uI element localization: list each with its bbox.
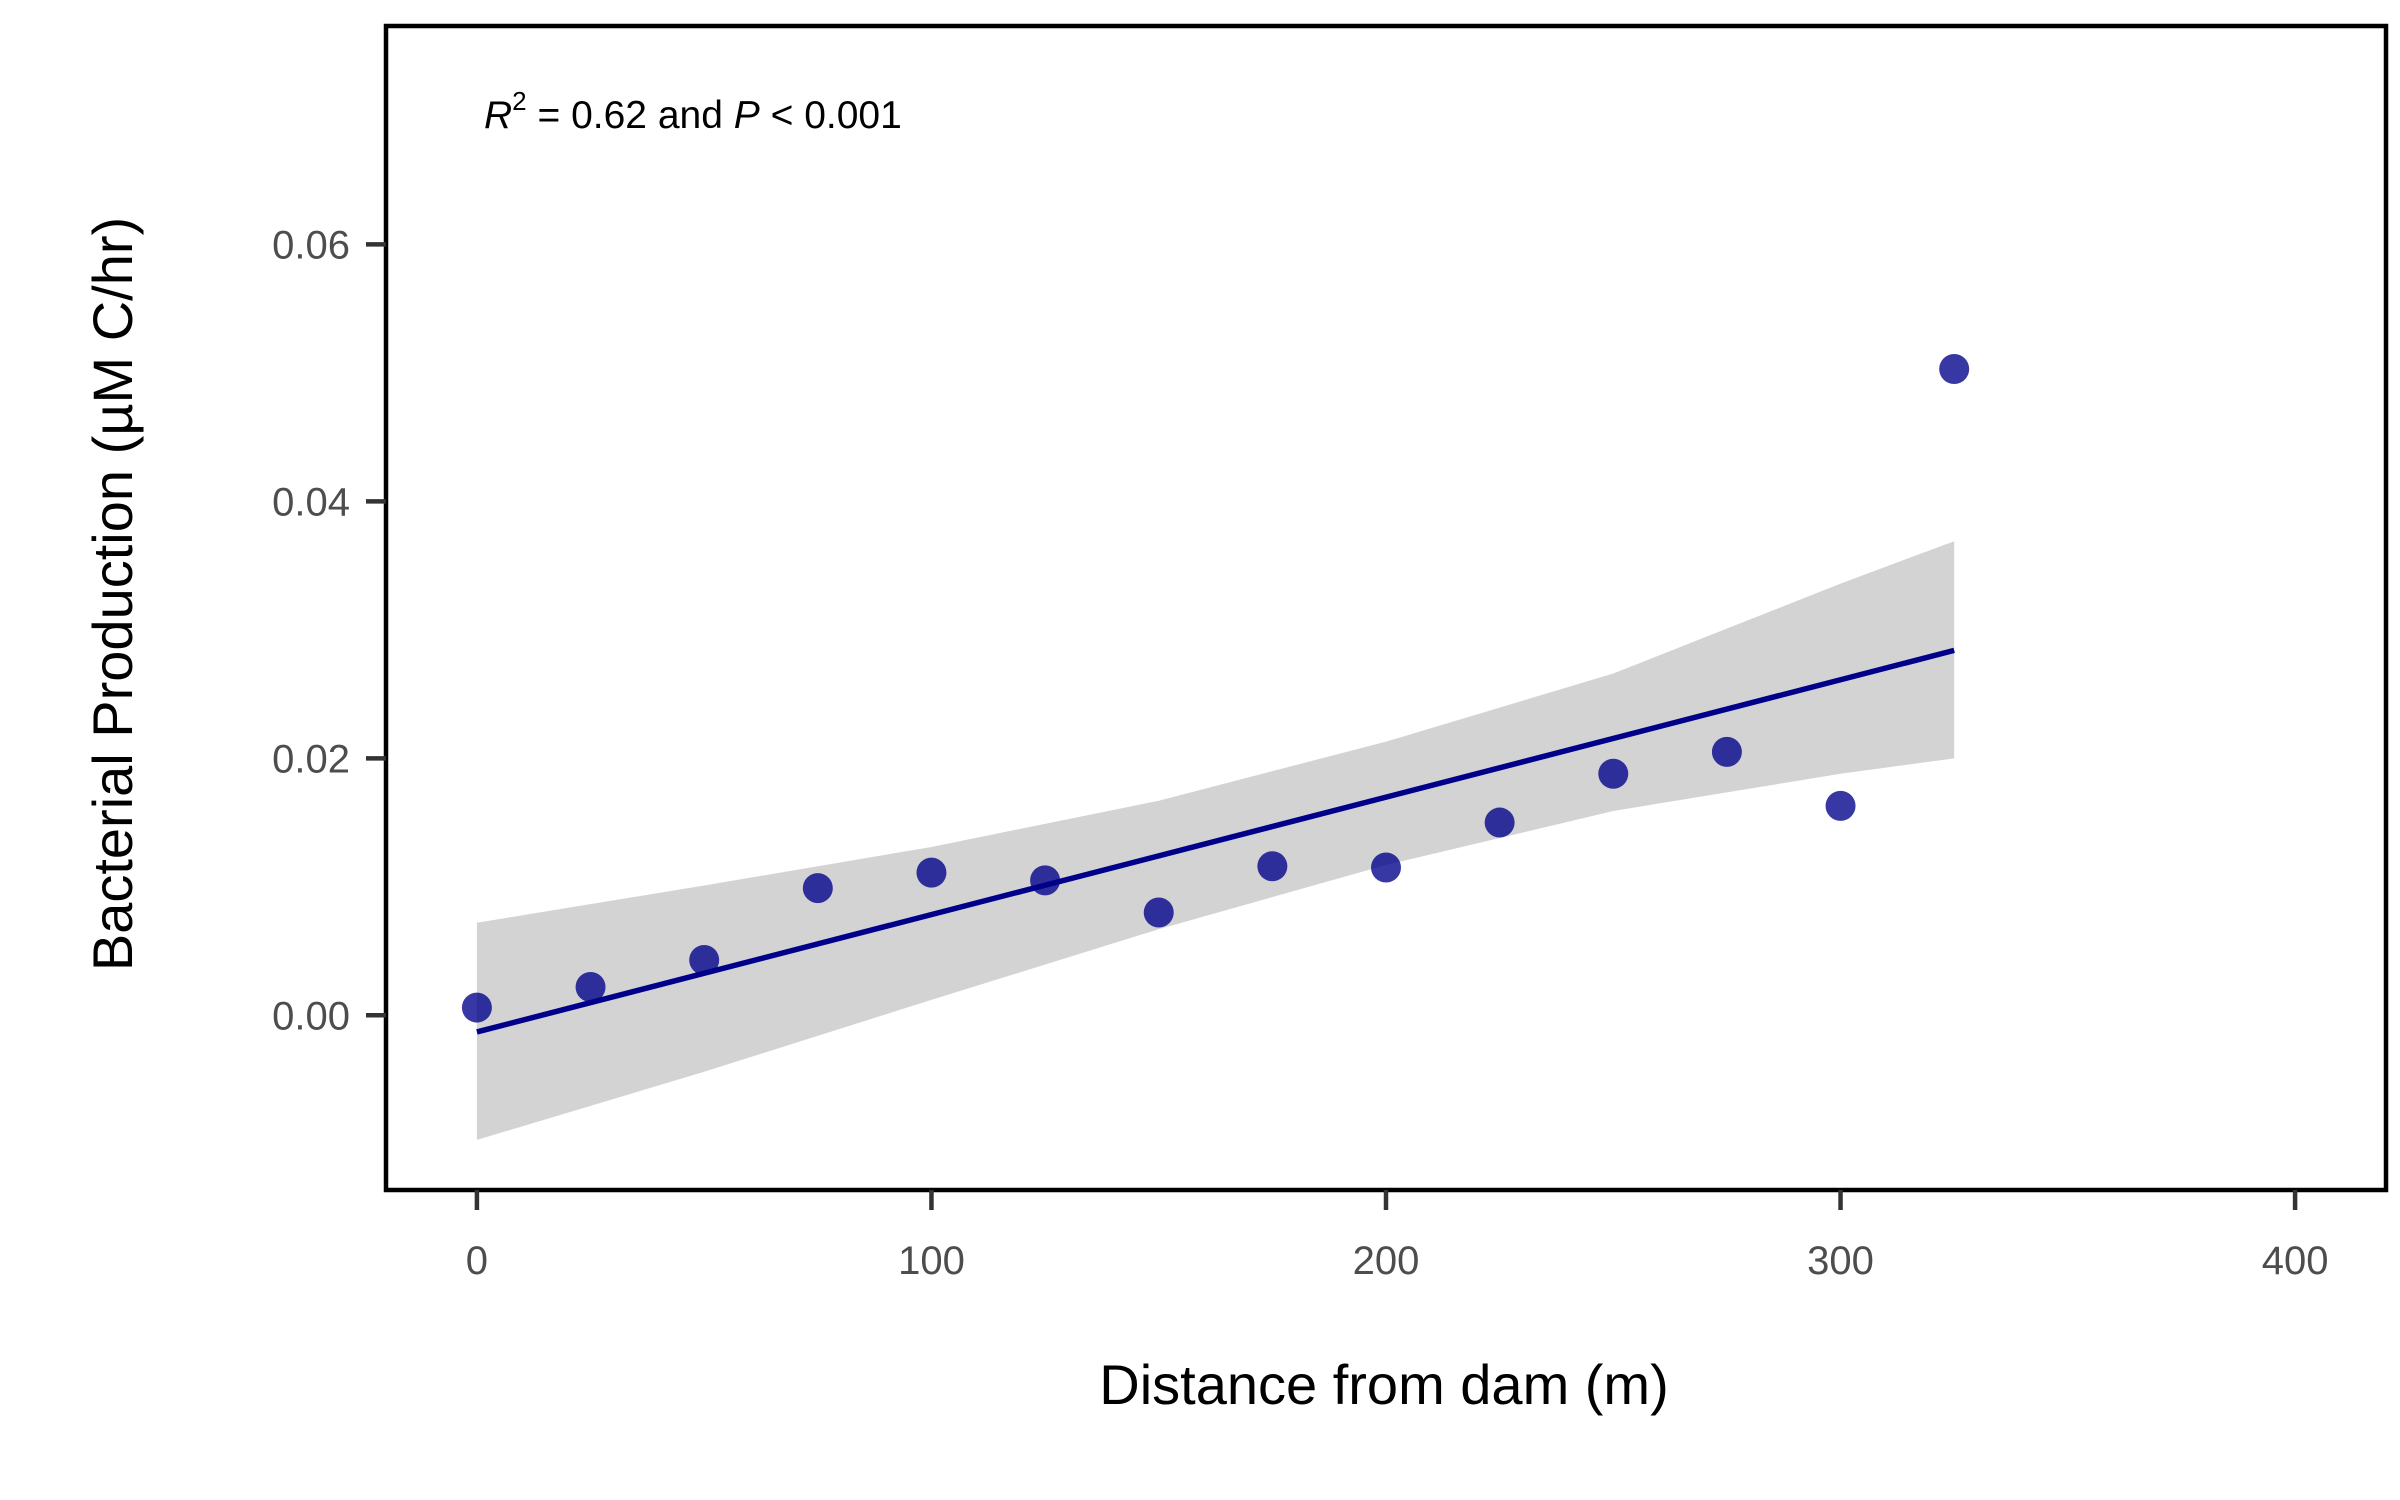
data-point-3 [689, 945, 720, 976]
data-point-4 [802, 873, 833, 904]
data-point-7 [1143, 897, 1174, 928]
fit-line-layer [476, 647, 1955, 1035]
annotation-r-exponent: 2 [512, 86, 526, 116]
x-axis-title: Distance from dam (m) [1099, 1353, 1668, 1416]
data-point-1 [461, 992, 492, 1023]
annotation-r-value: = 0.62 and [527, 94, 734, 137]
axes-layer: 0 100 200 300 400 0.00 0.02 0.04 0.06 [272, 223, 2328, 1283]
y-tick-label-0.02: 0.02 [272, 737, 350, 781]
fit-annotation: R2 = 0.62 and P < 0.001 [484, 86, 902, 137]
data-point-14 [1939, 354, 1970, 385]
data-point-8 [1257, 851, 1288, 882]
x-tick-label-300: 300 [1807, 1239, 1874, 1283]
annotation-r-symbol: R [484, 94, 512, 137]
data-point-10 [1484, 807, 1515, 838]
x-tick-label-200: 200 [1353, 1239, 1420, 1283]
data-point-13 [1825, 790, 1856, 821]
y-axis-title: Bacterial Production (µM C/hr) [81, 217, 144, 971]
data-point-11 [1598, 758, 1629, 789]
y-tick-label-0.06: 0.06 [272, 223, 350, 267]
x-tick-label-0: 0 [466, 1239, 488, 1283]
x-tick-label-400: 400 [2262, 1239, 2329, 1283]
data-point-2 [575, 972, 606, 1003]
annotation-p-value: < 0.001 [760, 94, 902, 137]
y-tick-label-0.00: 0.00 [272, 994, 350, 1038]
data-point-5 [916, 857, 947, 888]
annotation-p-symbol: P [734, 94, 760, 137]
data-point-9 [1371, 852, 1401, 883]
data-points-layer [461, 354, 1970, 1023]
y-tick-label-0.04: 0.04 [272, 480, 350, 524]
x-tick-label-100: 100 [898, 1239, 965, 1283]
data-point-12 [1711, 736, 1742, 767]
regression-line [476, 647, 1955, 1035]
